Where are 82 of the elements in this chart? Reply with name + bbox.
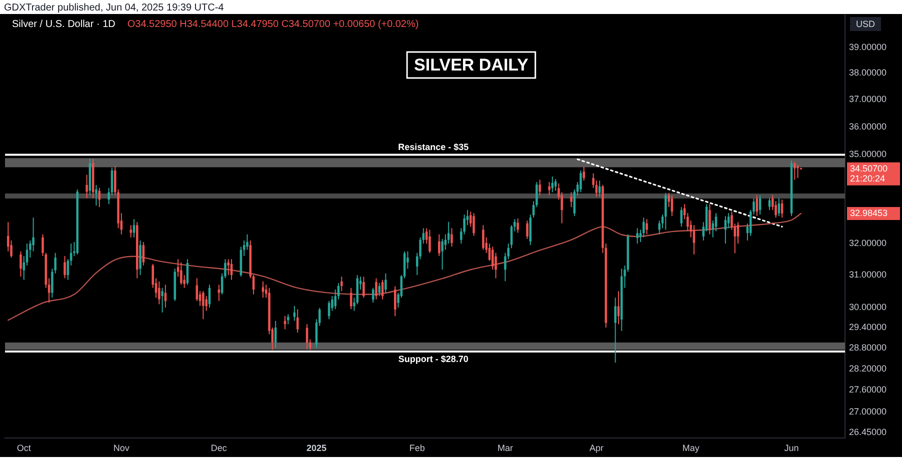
candlestick	[646, 218, 648, 235]
candlestick	[64, 256, 66, 279]
x-tick-label: Oct	[16, 442, 32, 453]
y-tick-label: 37.00000	[849, 94, 887, 104]
y-tick-label: 30.00000	[849, 302, 887, 312]
candlestick	[227, 258, 230, 276]
candlestick	[375, 278, 378, 300]
y-tick-label: 35.00000	[849, 149, 887, 160]
candlestick	[794, 161, 796, 180]
candlestick	[161, 287, 164, 314]
candlestick	[20, 250, 22, 278]
y-tick-label: 28.80000	[849, 342, 887, 352]
candlestick	[438, 234, 440, 257]
y-tick-label: 28.20000	[849, 363, 887, 374]
candlestick	[482, 224, 484, 250]
candlestick	[598, 180, 601, 198]
candlestick	[614, 297, 616, 364]
y-axis-title: USD	[856, 18, 876, 29]
candlestick	[548, 182, 550, 196]
candlestick	[680, 206, 683, 228]
candlestick	[768, 198, 771, 211]
annotation: O34.52950 H34.54400 L34.47950 C34.50700 +0.00650 (+0.02%)	[127, 18, 419, 30]
y-tick-label: 32.00000	[849, 238, 887, 248]
candlestick	[95, 184, 98, 206]
candlestick	[582, 166, 586, 182]
candlestick	[218, 284, 220, 302]
candlestick	[636, 228, 638, 244]
candlestick	[580, 170, 582, 193]
y-tick-label: 29.40000	[849, 322, 887, 332]
x-tick-label: Mar	[497, 442, 513, 453]
text: 32.98453	[850, 208, 888, 218]
candlestick	[526, 220, 528, 240]
x-tick-label: May	[682, 442, 700, 453]
candlestick	[441, 238, 444, 270]
candlestick	[780, 199, 784, 218]
candlestick	[132, 218, 136, 238]
y-tick-label: 27.60000	[849, 384, 887, 395]
candlestick	[293, 305, 296, 322]
candlestick	[205, 296, 208, 312]
y-tick-label: 27.00000	[849, 406, 887, 416]
y-tick-label: 39.00000	[849, 42, 887, 52]
x-tick-label: Apr	[589, 442, 604, 453]
ref-line-label: Support - $28.70	[398, 354, 468, 364]
candlestick	[642, 217, 645, 238]
candlestick	[538, 179, 541, 196]
candlestick	[180, 262, 182, 286]
candlestick	[472, 212, 475, 236]
candlestick	[139, 240, 142, 276]
x-tick-label: Dec	[210, 442, 228, 453]
candlestick	[664, 192, 667, 230]
y-tick-label: 26.45000	[849, 426, 887, 437]
candlestick	[516, 218, 519, 234]
x-tick-label: Feb	[409, 442, 425, 453]
candlestick	[130, 224, 132, 238]
x-tick-label: Nov	[113, 442, 130, 453]
ref-line-label: Resistance - $35	[398, 142, 469, 152]
candlestick	[340, 276, 343, 292]
candlestick	[384, 272, 387, 294]
candlestick	[287, 314, 290, 325]
x-tick-label: 2025	[306, 442, 326, 453]
chart-subtitle: Silver / U.S. Dollar · 1D	[12, 18, 116, 30]
candlestick	[570, 192, 572, 208]
candlestick	[692, 224, 696, 255]
candlestick	[142, 242, 145, 266]
candlestick	[796, 164, 799, 178]
y-tick-label: 38.00000	[849, 68, 887, 78]
y-tick-label: 31.00000	[849, 270, 887, 280]
candlestick	[362, 276, 365, 298]
text: SILVER DAILY	[414, 56, 530, 75]
candlestick	[158, 280, 160, 305]
candlestick	[202, 290, 204, 320]
candlestick	[778, 198, 780, 217]
x-tick-label: Jun	[784, 442, 799, 453]
candlestick	[450, 228, 453, 248]
candlestick	[98, 187, 101, 208]
candlestick	[86, 174, 88, 199]
candlestick	[428, 229, 431, 254]
text: GDXTrader published, Jun 04, 2025 19:39 UTC-4	[4, 2, 224, 14]
text: 34.50700 21:20:24	[850, 163, 888, 184]
y-tick-label: 36.00000	[849, 121, 887, 132]
candlestick	[378, 282, 381, 297]
candlestick	[708, 204, 711, 235]
